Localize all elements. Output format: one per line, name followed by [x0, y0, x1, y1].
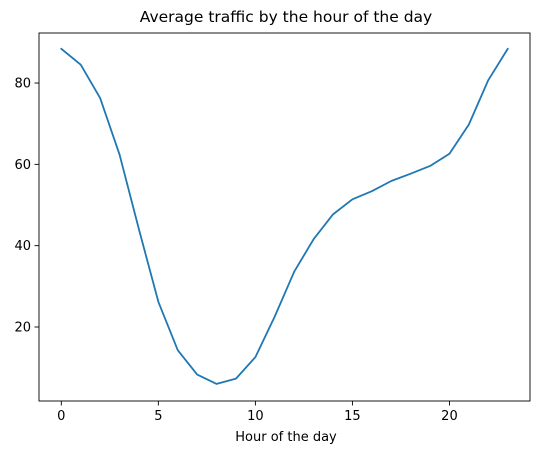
x-tick-label: 0: [57, 409, 65, 424]
axes-frame: [38, 32, 531, 402]
x-axis-label: Hour of the day: [235, 430, 337, 445]
y-tick-label: 80: [14, 77, 31, 92]
x-tick-label: 5: [154, 409, 162, 424]
series-line-0: [60, 47, 509, 385]
x-tick-label: 20: [441, 409, 458, 424]
y-tick-label: 40: [14, 239, 31, 254]
y-tick-label: 60: [14, 158, 31, 173]
chart-title: Average traffic by the hour of the day: [140, 8, 432, 26]
x-tick-label: 15: [344, 409, 361, 424]
y-tick-label: 20: [14, 320, 31, 335]
x-tick-label: 10: [247, 409, 264, 424]
plot-area: 0 5 10 15 20 20 40 60 80: [14, 32, 531, 424]
